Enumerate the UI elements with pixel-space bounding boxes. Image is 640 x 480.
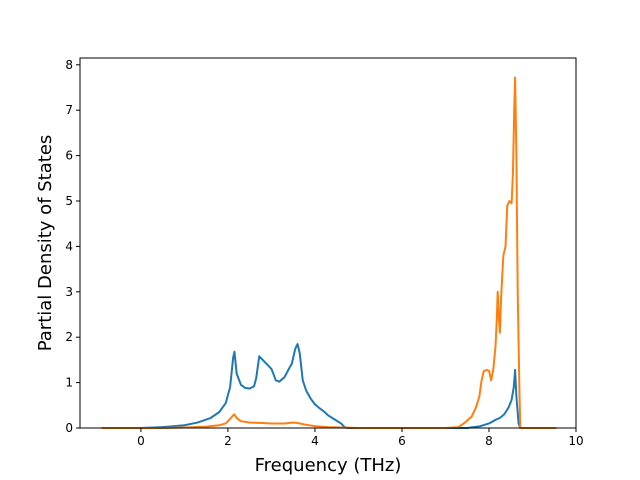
x-tick-label: 2 xyxy=(224,434,232,448)
x-tick-label: 8 xyxy=(485,434,493,448)
series-layer xyxy=(101,76,557,429)
x-tick-label: 4 xyxy=(311,434,319,448)
y-tick-label: 0 xyxy=(65,421,73,435)
y-axis-label: Partial Density of States xyxy=(35,135,56,352)
y-tick-label: 1 xyxy=(65,376,73,390)
y-tick-label: 7 xyxy=(65,103,73,117)
plot-area: 0 2 4 6 8 10 0 1 2 3 4 5 6 7 8 xyxy=(65,57,584,448)
y-tick-label: 2 xyxy=(65,330,73,344)
series-line-1 xyxy=(101,343,557,429)
x-axis-ticks: 0 2 4 6 8 10 xyxy=(137,428,584,448)
y-axis-ticks: 0 1 2 3 4 5 6 7 8 xyxy=(65,58,80,435)
x-tick-label: 6 xyxy=(398,434,406,448)
x-tick-label: 10 xyxy=(568,434,583,448)
x-axis-label: Frequency (THz) xyxy=(255,455,402,476)
series-line-2 xyxy=(101,76,557,429)
axes-frame xyxy=(79,57,577,429)
y-tick-label: 4 xyxy=(65,239,73,253)
x-tick-label: 0 xyxy=(137,434,145,448)
y-tick-label: 6 xyxy=(65,149,73,163)
y-tick-label: 8 xyxy=(65,58,73,72)
y-tick-label: 5 xyxy=(65,194,73,208)
y-tick-label: 3 xyxy=(65,285,73,299)
